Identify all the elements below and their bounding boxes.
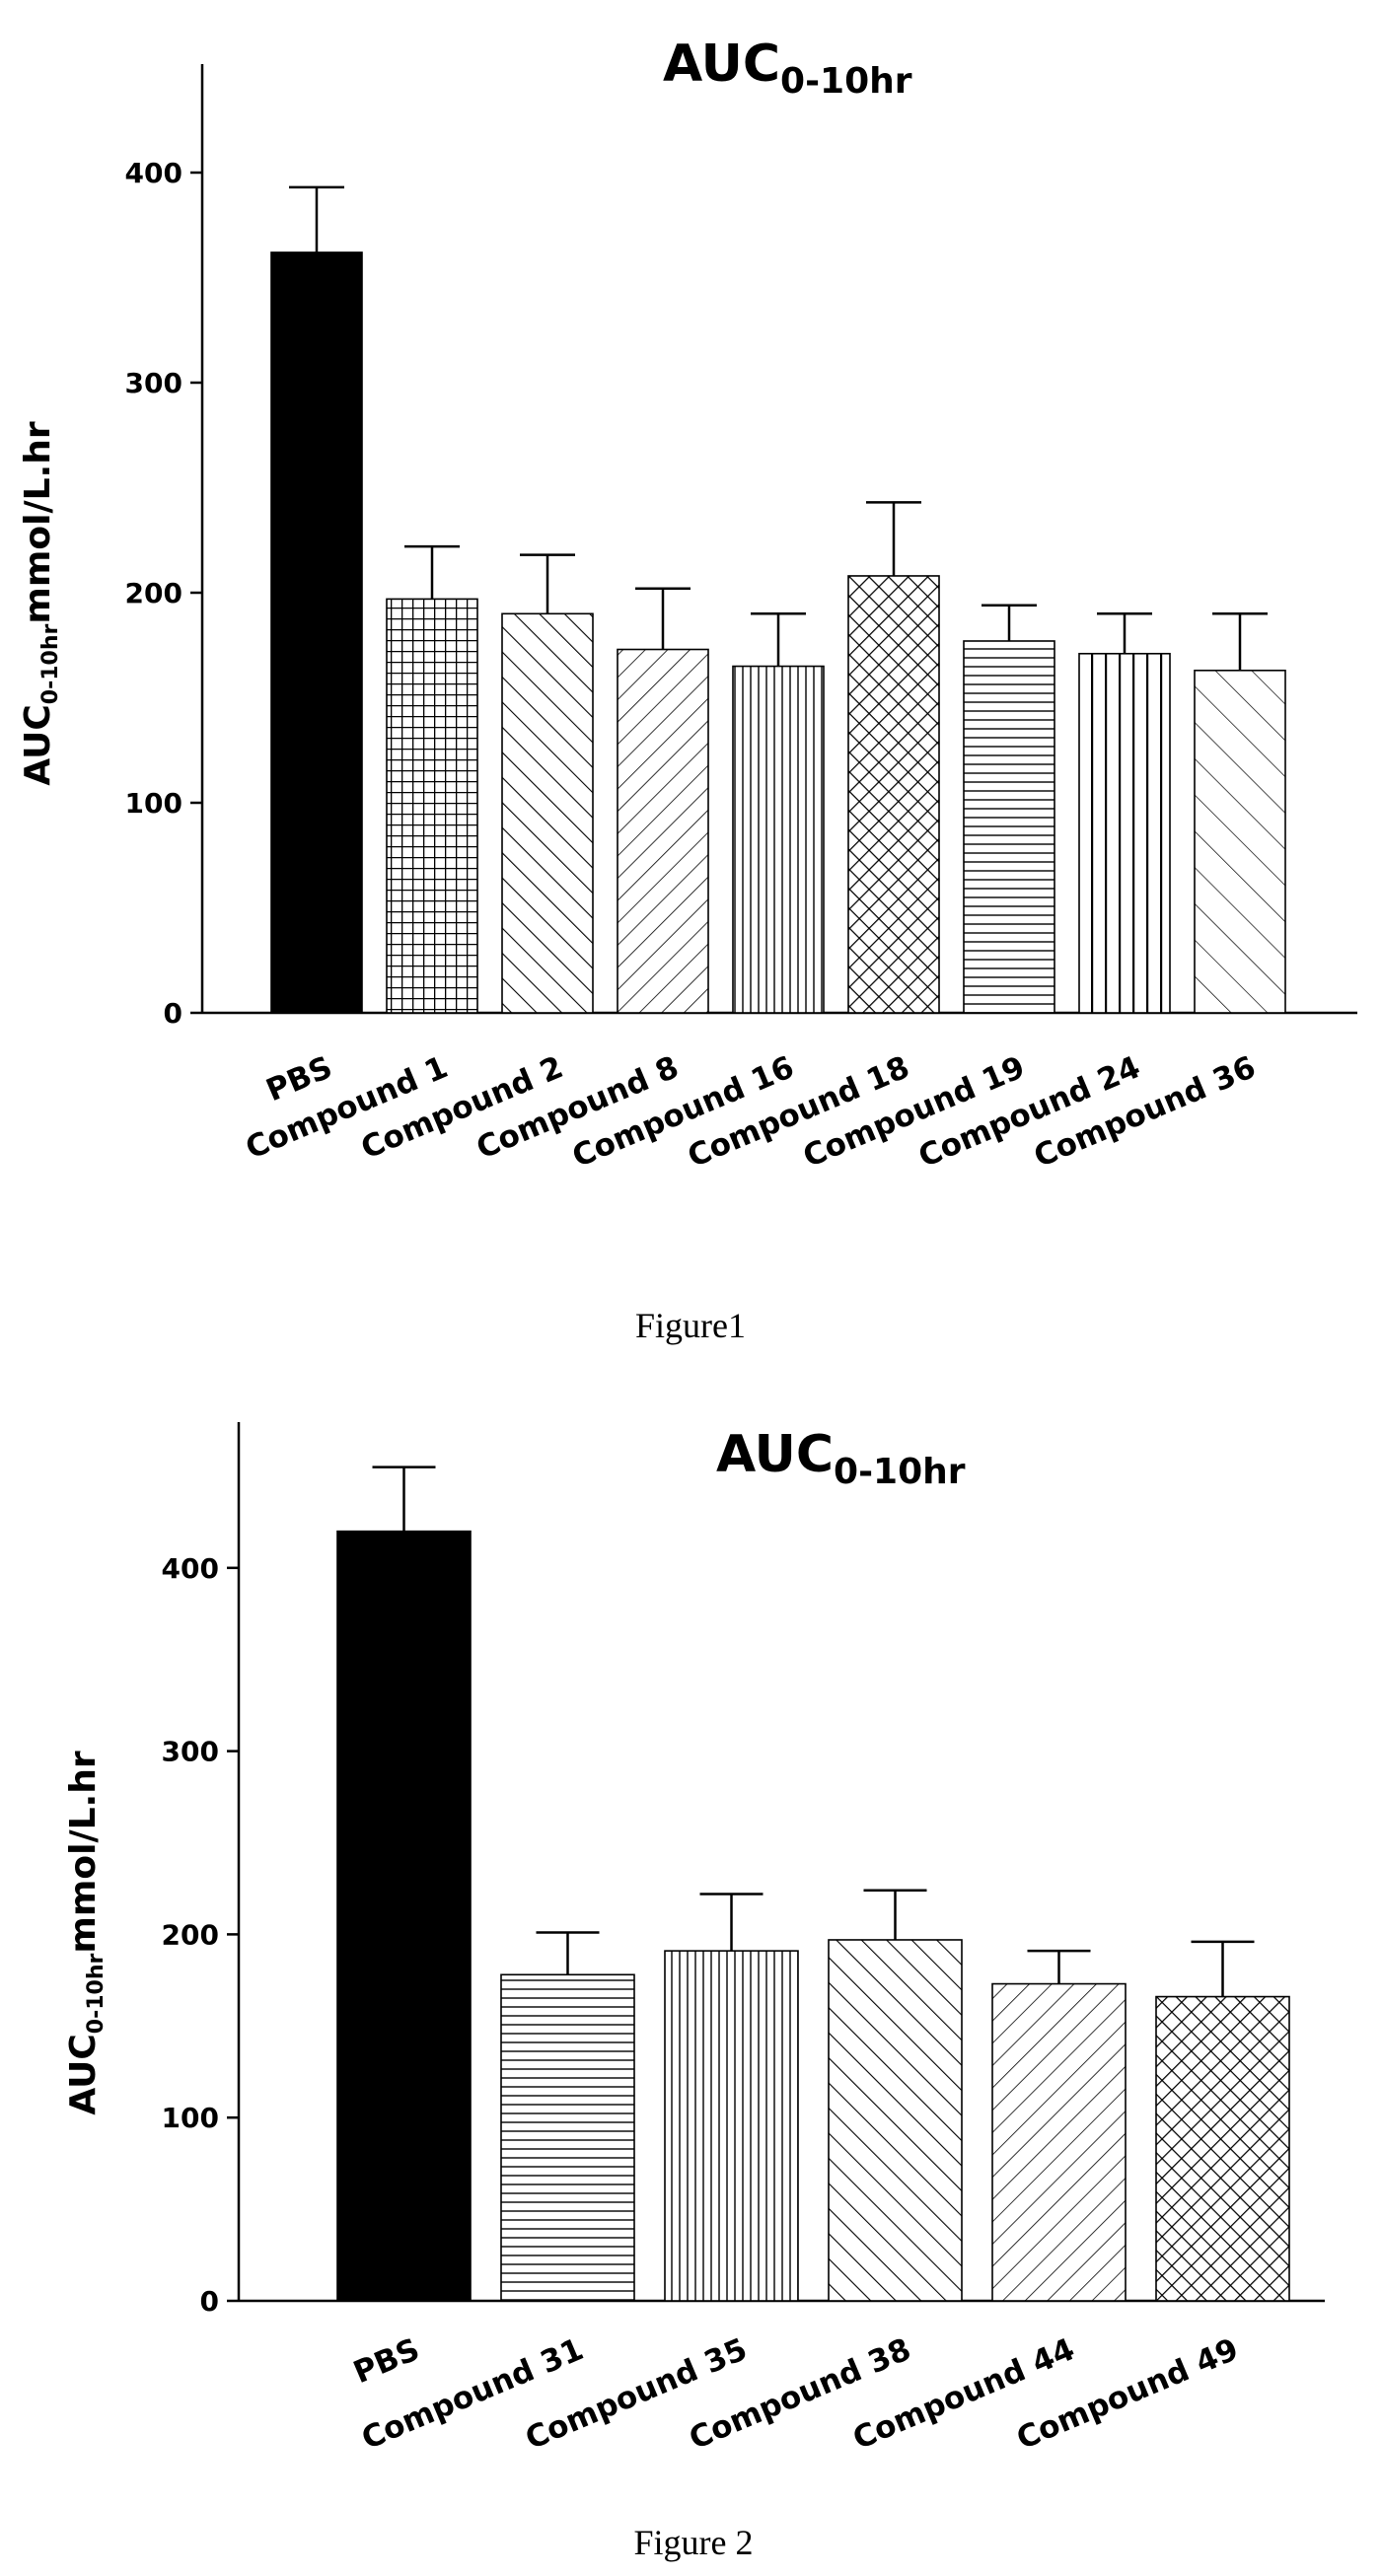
figure-2-ticks: 0 100 200 300 400 xyxy=(162,1552,239,2318)
y-tick-label: 0 xyxy=(200,2285,219,2318)
figure-2-chart: AUC0-10hr AUC0-10hrmmol/L.hr 0 100 200 300 4… xyxy=(63,1422,1325,2562)
y-tick-label: 100 xyxy=(162,2102,219,2134)
bar xyxy=(500,1973,635,2302)
y-tick-label: 100 xyxy=(125,787,182,820)
y-tick-label: 300 xyxy=(162,1736,219,1768)
bar xyxy=(386,598,478,1014)
figure-2-caption: Figure 2 xyxy=(634,2523,754,2562)
bar xyxy=(847,575,940,1014)
figure-1-y-axis-label: AUC0-10hrmmol/L.hr xyxy=(18,421,63,785)
figure-1-bars xyxy=(270,185,1286,1014)
bar xyxy=(617,648,709,1014)
y-tick-label: 200 xyxy=(162,1918,219,1951)
bar xyxy=(963,640,1055,1014)
bar xyxy=(991,1982,1127,2302)
y-tick-label: 400 xyxy=(162,1552,219,1585)
y-tick-label: 400 xyxy=(125,157,182,189)
y-tick-label: 300 xyxy=(125,367,182,399)
category-label: PBS xyxy=(348,2331,424,2391)
bar xyxy=(1078,652,1171,1014)
y-tick-label: 200 xyxy=(125,577,182,609)
figure-2-title: AUC0-10hr xyxy=(716,1425,966,1492)
bar xyxy=(270,251,363,1014)
bar xyxy=(1194,670,1286,1014)
bar xyxy=(336,1530,472,2302)
bar xyxy=(664,1950,799,2302)
figure-1-title: AUC0-10hr xyxy=(663,35,912,102)
figure-1-ticks: 0 100 200 300 400 xyxy=(125,157,202,1030)
figure-1-chart: AUC0-10hr AUC0-10hrmmol/L.hr 0 100 200 300 4… xyxy=(18,35,1357,1345)
figure-1-caption: Figure1 xyxy=(635,1306,746,1345)
bar xyxy=(828,1939,963,2302)
y-tick-label: 0 xyxy=(164,997,182,1030)
figure-2-y-axis-label: AUC0-10hrmmol/L.hr xyxy=(63,1751,109,2114)
bar xyxy=(1155,1995,1290,2302)
bar xyxy=(501,612,594,1014)
bar xyxy=(732,665,825,1014)
figure-2-bars xyxy=(336,1466,1290,2302)
